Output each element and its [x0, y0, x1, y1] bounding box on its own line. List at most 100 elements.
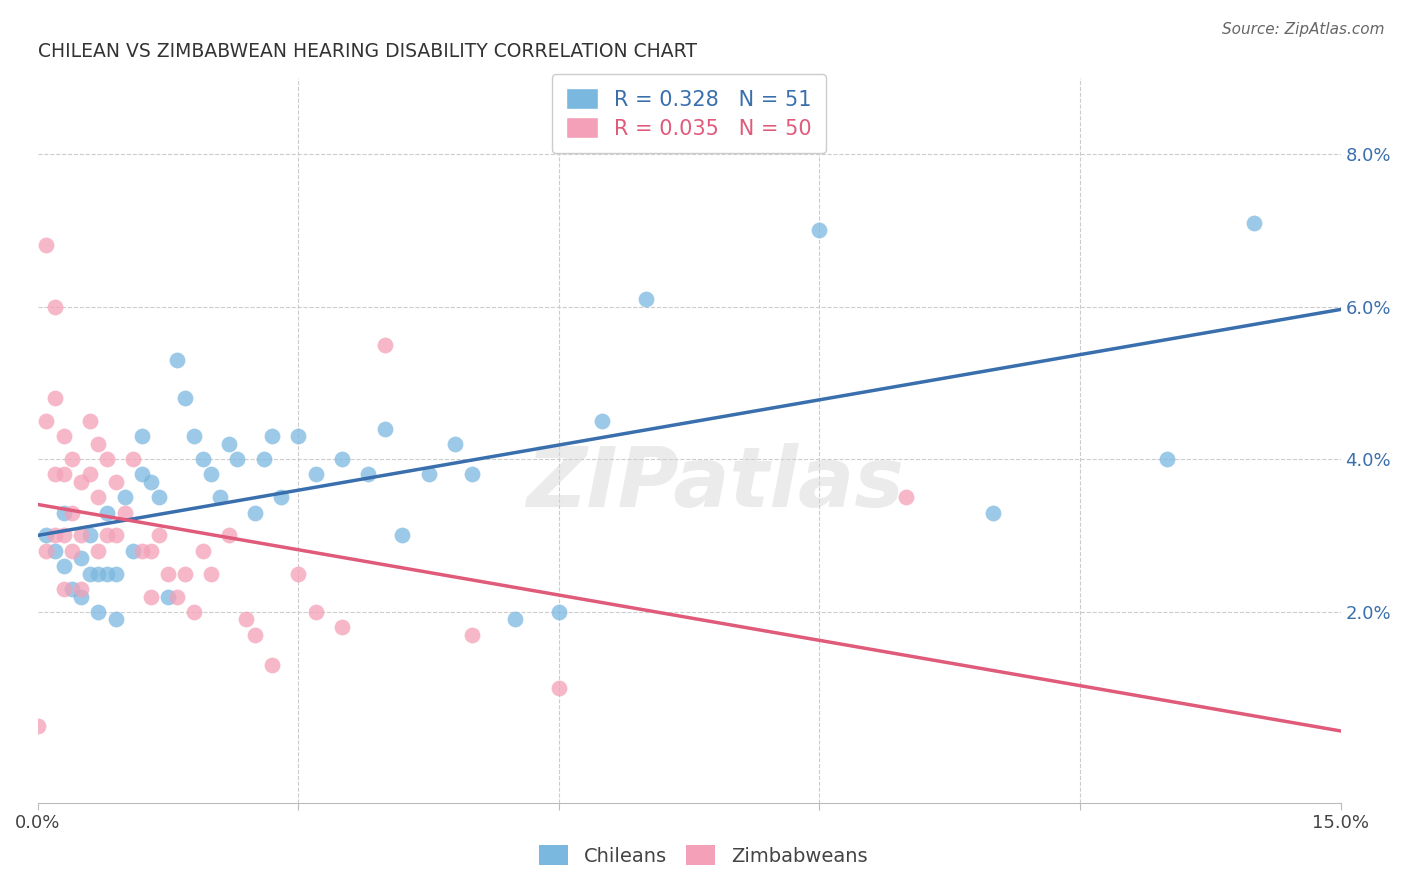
Point [122, 452, 145, 467]
Point [87, 437, 110, 451]
Point [79, 566, 101, 581]
Point [44, 528, 66, 542]
Point [139, 543, 162, 558]
Point [35, 414, 58, 428]
Legend: R = 0.328   N = 51, R = 0.035   N = 50: R = 0.328 N = 51, R = 0.035 N = 50 [551, 73, 827, 153]
Point [896, 491, 918, 505]
Point [374, 422, 396, 436]
Point [547, 605, 569, 619]
Point [287, 429, 309, 443]
Point [200, 566, 222, 581]
Point [79, 467, 101, 482]
Point [70, 582, 93, 596]
Point [252, 452, 274, 467]
Point [62, 506, 84, 520]
Point [62, 543, 84, 558]
Point [156, 590, 179, 604]
Point [52, 429, 75, 443]
Point [70, 528, 93, 542]
Point [443, 437, 465, 451]
Point [79, 528, 101, 542]
Text: ZIPatlas: ZIPatlas [526, 443, 904, 524]
Point [96, 528, 118, 542]
Point [330, 620, 353, 634]
Text: Source: ZipAtlas.com: Source: ZipAtlas.com [1222, 22, 1385, 37]
Point [287, 566, 309, 581]
Point [391, 528, 413, 542]
Point [218, 437, 240, 451]
Point [218, 528, 240, 542]
Point [166, 590, 188, 604]
Point [357, 467, 380, 482]
Point [62, 452, 84, 467]
Point [131, 429, 153, 443]
Point [461, 467, 484, 482]
Point [226, 452, 249, 467]
Point [808, 223, 831, 237]
Point [505, 612, 527, 626]
Point [374, 337, 396, 351]
Point [87, 566, 110, 581]
Point [1243, 216, 1265, 230]
Point [104, 528, 127, 542]
Point [634, 292, 657, 306]
Point [148, 491, 170, 505]
Point [87, 605, 110, 619]
Point [174, 391, 197, 405]
Point [52, 559, 75, 574]
Point [262, 658, 284, 673]
Point [70, 590, 93, 604]
Point [270, 491, 292, 505]
Point [148, 528, 170, 542]
Point [52, 582, 75, 596]
Point [87, 491, 110, 505]
Point [166, 353, 188, 368]
Point [243, 628, 266, 642]
Point [183, 429, 205, 443]
Point [209, 491, 232, 505]
Point [79, 414, 101, 428]
Point [330, 452, 353, 467]
Point [461, 628, 484, 642]
Point [191, 543, 214, 558]
Point [1156, 452, 1178, 467]
Point [35, 238, 58, 252]
Point [191, 452, 214, 467]
Point [262, 429, 284, 443]
Point [235, 612, 257, 626]
Point [44, 467, 66, 482]
Point [200, 467, 222, 482]
Point [104, 475, 127, 489]
Point [70, 475, 93, 489]
Point [131, 543, 153, 558]
Point [304, 605, 326, 619]
Point [27, 719, 49, 733]
Point [44, 543, 66, 558]
Point [114, 491, 136, 505]
Point [139, 475, 162, 489]
Point [114, 506, 136, 520]
Point [96, 566, 118, 581]
Legend: Chileans, Zimbabweans: Chileans, Zimbabweans [531, 838, 875, 873]
Point [174, 566, 197, 581]
Point [44, 391, 66, 405]
Point [981, 506, 1004, 520]
Point [52, 467, 75, 482]
Point [52, 506, 75, 520]
Point [87, 543, 110, 558]
Point [131, 467, 153, 482]
Point [35, 528, 58, 542]
Point [183, 605, 205, 619]
Point [243, 506, 266, 520]
Point [591, 414, 613, 428]
Point [96, 452, 118, 467]
Point [304, 467, 326, 482]
Point [96, 506, 118, 520]
Point [35, 543, 58, 558]
Point [122, 543, 145, 558]
Point [418, 467, 440, 482]
Point [547, 681, 569, 695]
Point [139, 590, 162, 604]
Point [104, 566, 127, 581]
Point [104, 612, 127, 626]
